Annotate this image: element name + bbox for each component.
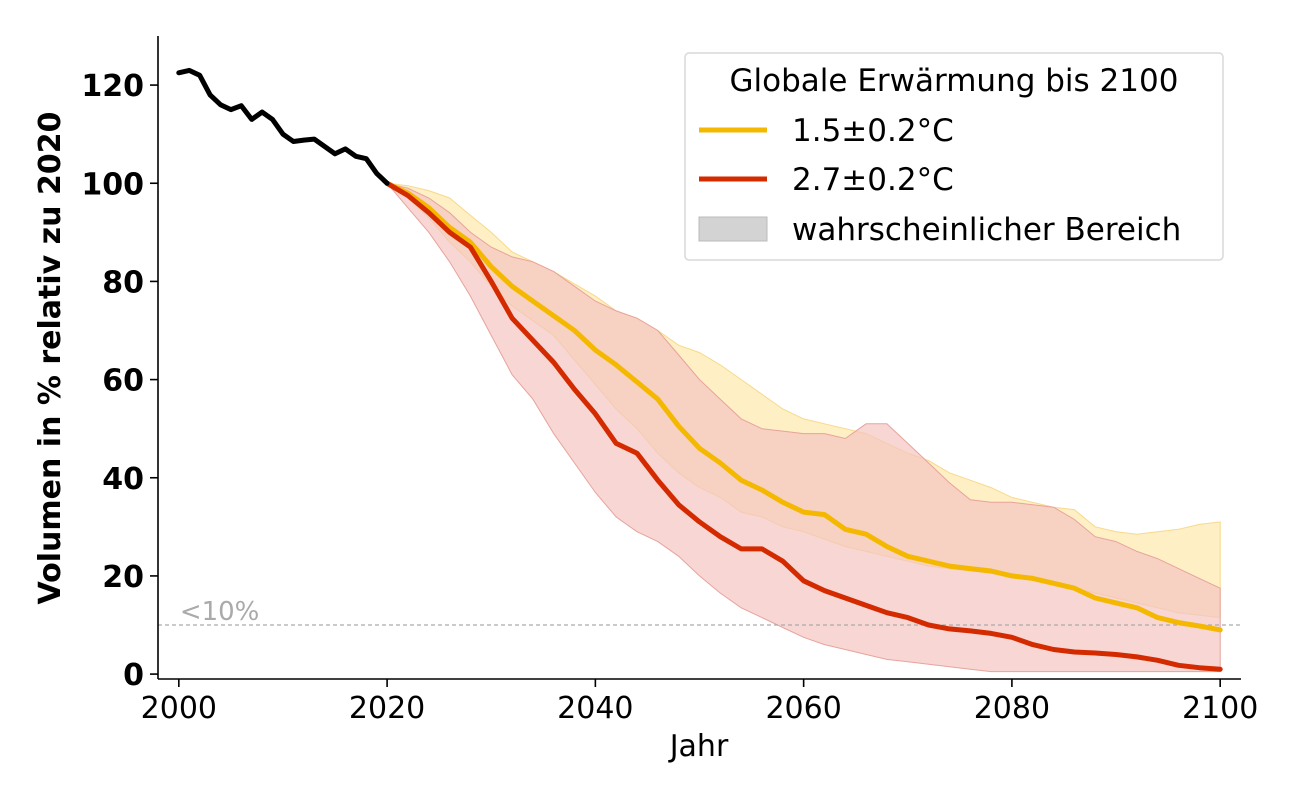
y-tick-label-40: 40 bbox=[102, 462, 144, 497]
x-tick-label-2020: 2020 bbox=[349, 691, 425, 726]
legend-box bbox=[684, 52, 1224, 261]
legend-title: Globale Erwärmung bis 2100 bbox=[730, 63, 1179, 99]
y-tick-label-60: 60 bbox=[102, 364, 144, 399]
legend: Globale Erwärmung bis 2100 1.5±0.2°C 2.7… bbox=[684, 52, 1224, 261]
x-tick-label-2000: 2000 bbox=[141, 691, 217, 726]
legend-label-1-5: 1.5±0.2°C bbox=[792, 113, 954, 149]
legend-label-2-7: 2.7±0.2°C bbox=[792, 162, 954, 198]
x-tick-label-2100: 2100 bbox=[1182, 691, 1258, 726]
y-tick-label-120: 120 bbox=[81, 69, 144, 104]
y-tick-label-20: 20 bbox=[102, 560, 144, 595]
series-lines bbox=[176, 67, 1223, 672]
reference-line-label: <10% bbox=[180, 597, 260, 627]
y-tick-label-100: 100 bbox=[81, 167, 144, 202]
x-tick-label-2040: 2040 bbox=[557, 691, 633, 726]
x-axis-title: Jahr bbox=[668, 729, 729, 764]
series-line-1 bbox=[384, 180, 1223, 672]
y-tick-label-80: 80 bbox=[102, 265, 144, 300]
x-tick-label-2080: 2080 bbox=[974, 691, 1050, 726]
legend-label-range: wahrscheinlicher Bereich bbox=[792, 212, 1181, 248]
y-axis-title: Volumen in % relativ zu 2020 bbox=[33, 112, 68, 605]
y-tick-label-0: 0 bbox=[123, 658, 144, 693]
series-line-0 bbox=[384, 180, 1223, 633]
reference-line-group: <10% bbox=[158, 597, 1241, 627]
legend-swatch-range bbox=[698, 216, 768, 242]
x-tick-label-2060: 2060 bbox=[765, 691, 841, 726]
historical-line bbox=[176, 67, 390, 186]
